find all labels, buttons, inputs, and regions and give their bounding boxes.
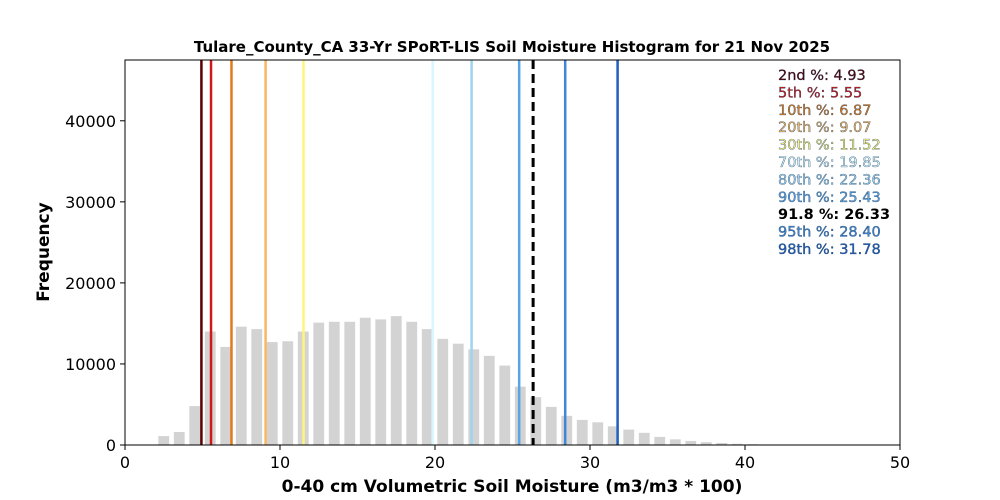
x-tick-label: 0 [120, 453, 130, 472]
chart-title: Tulare_County_CA 33-Yr SPoRT-LIS Soil Mo… [194, 38, 830, 56]
x-axis-label: 0-40 cm Volumetric Soil Moisture (m3/m3 … [282, 477, 743, 497]
legend-entry: 5th %: 5.55 [778, 85, 862, 101]
legend-entry: 95th %: 28.40 [778, 225, 881, 241]
legend-entry: 91.8 %: 26.33 [778, 207, 890, 223]
histogram-bar [313, 322, 325, 445]
histogram-bar [468, 349, 480, 445]
legend-entry: 90th %: 25.43 [778, 190, 881, 206]
histogram-bar [716, 442, 728, 445]
histogram-bar [158, 436, 170, 445]
histogram-bar [328, 321, 340, 445]
y-axis-label: Frequency [34, 202, 54, 302]
histogram-bar [421, 329, 433, 445]
histogram-bar [173, 432, 185, 445]
histogram-bar [592, 422, 604, 445]
histogram-bar [669, 439, 681, 445]
histogram-bar [685, 440, 697, 445]
histogram-bar [375, 319, 387, 445]
histogram-bar [499, 365, 511, 445]
legend-entry: 2nd %: 4.93 [778, 68, 866, 84]
histogram-bars [158, 316, 759, 445]
histogram-bar [235, 326, 247, 445]
histogram-bar [390, 316, 402, 445]
x-tick-label: 30 [580, 453, 600, 472]
y-tick-label: 10000 [65, 355, 116, 374]
y-axis: 0 10000 20000 30000 40000 [65, 112, 125, 455]
y-tick-label: 20000 [65, 274, 116, 293]
y-tick-label: 30000 [65, 193, 116, 212]
histogram-bar [344, 321, 356, 445]
histogram-bar [437, 338, 449, 445]
legend-entry: 30th %: 11.52 [778, 138, 881, 154]
x-axis: 0 10 20 30 40 50 [120, 445, 910, 472]
histogram-bar [731, 443, 743, 445]
y-tick-label: 40000 [65, 112, 116, 131]
histogram-bar [545, 406, 557, 445]
plot-frame [124, 59, 901, 446]
histogram-bar [282, 341, 294, 445]
histogram-bar [220, 346, 232, 445]
histogram-bar [452, 343, 464, 445]
histogram-bar [607, 426, 619, 445]
percentile-lines [200, 60, 619, 445]
legend-entry: 20th %: 9.07 [778, 120, 872, 136]
histogram-bar [700, 442, 712, 445]
histogram-bar [251, 329, 263, 445]
histogram-bar [359, 317, 371, 445]
legend-entry: 70th %: 19.85 [778, 155, 881, 171]
histogram-bar [189, 406, 201, 445]
histogram-bar [530, 397, 542, 445]
x-tick-label: 20 [425, 453, 445, 472]
histogram-bar [266, 342, 278, 445]
legend-entry: 10th %: 6.87 [778, 103, 872, 119]
y-tick-label: 0 [106, 436, 116, 455]
histogram-bar [483, 355, 495, 445]
histogram-bar [638, 432, 650, 445]
legend-entry: 98th %: 31.78 [778, 242, 881, 258]
histogram-bar [561, 415, 573, 445]
x-tick-label: 40 [735, 453, 755, 472]
histogram-bar [576, 419, 588, 445]
histogram-bar [406, 321, 418, 445]
x-tick-label: 10 [270, 453, 290, 472]
legend-entry: 80th %: 22.36 [778, 172, 881, 188]
histogram-bar [623, 429, 635, 445]
histogram-bar [654, 436, 666, 445]
x-tick-label: 50 [890, 453, 910, 472]
